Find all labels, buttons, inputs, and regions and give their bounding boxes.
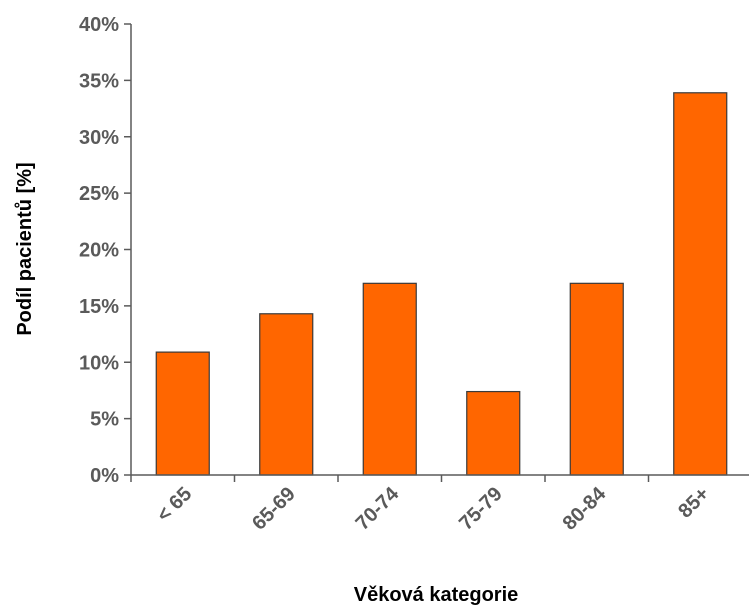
y-axis-title: Podíl pacientů [%] xyxy=(14,162,36,335)
y-tick-label: 30% xyxy=(79,127,119,149)
y-tick-label: 40% xyxy=(79,14,119,36)
y-axis-ticks: 0% 5% 10% 15% 20% 25% 30% 35% 40% xyxy=(79,14,131,487)
bar-4 xyxy=(569,282,624,476)
x-tick-label: 65-69 xyxy=(248,483,300,535)
y-tick-label: 10% xyxy=(79,352,119,374)
bars xyxy=(155,92,728,476)
x-tick-label: < 65 xyxy=(153,483,196,526)
bar-0 xyxy=(155,351,210,476)
x-axis-ticks: < 65 65-69 70-74 75-79 80-84 85+ xyxy=(130,475,714,535)
x-axis-title: Věková kategorie xyxy=(354,584,519,606)
bar-1 xyxy=(259,313,314,476)
x-tick-label: 70-74 xyxy=(352,482,404,534)
y-tick-label: 15% xyxy=(79,296,119,318)
x-tick-label: 85+ xyxy=(674,483,714,523)
bar-2 xyxy=(362,282,417,476)
bar-3 xyxy=(466,390,521,476)
y-tick-label: 35% xyxy=(79,70,119,92)
x-tick-label: 75-79 xyxy=(455,483,507,535)
bar-5 xyxy=(673,92,728,476)
y-tick-label: 5% xyxy=(90,409,119,431)
y-tick-label: 20% xyxy=(79,240,119,262)
y-tick-label: 0% xyxy=(90,465,119,487)
x-tick-label: 80-84 xyxy=(559,482,611,534)
y-tick-label: 25% xyxy=(79,183,119,205)
